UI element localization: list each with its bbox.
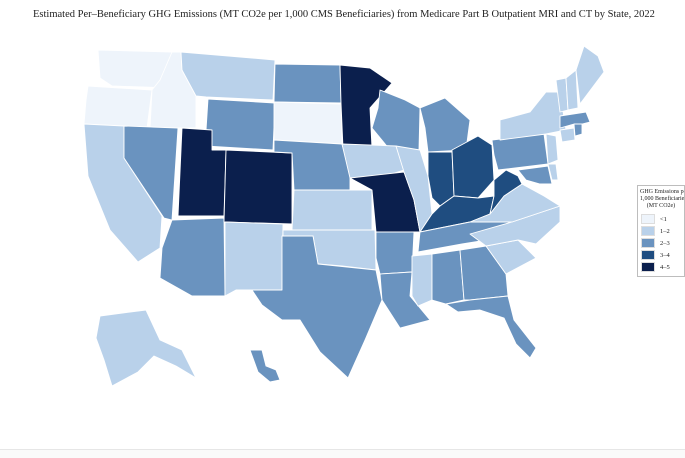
legend-item: <1 — [641, 213, 684, 225]
state-ri — [573, 123, 583, 137]
legend-item: 1–2 — [641, 225, 684, 237]
legend-swatch — [641, 262, 655, 272]
state-wa — [97, 49, 173, 89]
state-ms — [411, 253, 433, 307]
state-fl — [445, 295, 537, 359]
legend-swatch — [641, 250, 655, 260]
state-wv — [489, 169, 523, 215]
legend-item: 3–4 — [641, 249, 684, 261]
legend-title-line: GHG Emissions per — [640, 189, 685, 195]
state-in — [427, 151, 455, 207]
state-nj — [545, 133, 559, 165]
state-sd — [273, 101, 343, 145]
state-nm — [224, 221, 284, 297]
state-mt — [180, 51, 276, 101]
legend-item: 2–3 — [641, 237, 684, 249]
state-wi — [371, 89, 421, 151]
legend-label: <1 — [660, 215, 667, 223]
map-title: Estimated Per–Beneficiary GHG Emissions … — [33, 9, 655, 20]
state-ma — [559, 111, 591, 129]
state-nv — [123, 125, 179, 221]
state-wy — [204, 98, 276, 151]
legend-label: 1–2 — [660, 227, 670, 235]
state-me — [575, 45, 605, 105]
state-al — [431, 249, 465, 305]
legend-title-line: 1,000 Beneficiaries — [640, 196, 685, 202]
state-or — [83, 85, 153, 129]
legend-swatch — [641, 226, 655, 236]
state-ar — [375, 231, 415, 275]
legend-title: GHG Emissions per 1,000 Beneficiaries (M… — [640, 189, 685, 210]
bottom-strip — [0, 449, 685, 458]
state-mn — [339, 64, 393, 149]
state-nh — [565, 69, 579, 111]
legend-swatch — [641, 238, 655, 248]
legend-label: 2–3 — [660, 239, 670, 247]
state-nd — [273, 63, 342, 104]
state-co — [223, 149, 293, 225]
state-ak — [95, 309, 197, 387]
state-hi — [249, 349, 281, 383]
state-md — [517, 165, 553, 185]
legend-label: 4–5 — [660, 263, 670, 271]
legend-swatch — [641, 214, 655, 224]
state-ct — [559, 127, 576, 143]
legend-label: 3–4 — [660, 251, 670, 259]
legend-title-line: (MT CO2e) — [646, 203, 676, 209]
state-de — [547, 163, 559, 181]
state-ny — [499, 91, 567, 141]
legend: GHG Emissions per 1,000 Beneficiaries (M… — [637, 185, 685, 277]
state-az — [159, 217, 226, 297]
state-ks — [291, 189, 373, 231]
legend-item: 4–5 — [641, 261, 684, 273]
state-tx — [251, 235, 383, 379]
